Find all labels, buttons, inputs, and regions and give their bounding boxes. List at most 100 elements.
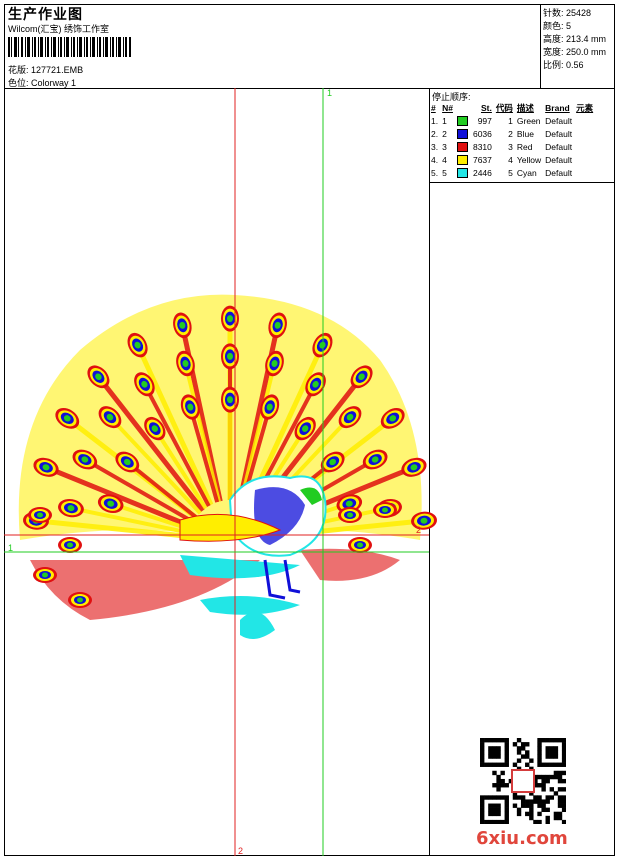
feather-eye (97, 494, 124, 513)
feather-eye (33, 457, 59, 477)
feather-eye (55, 407, 80, 429)
stat-scale: 比例: 0.56 (543, 60, 584, 70)
feather-eye (348, 537, 372, 553)
panel-divider (429, 88, 430, 856)
col-hash: # (431, 103, 436, 113)
cell-idx: 1. (431, 115, 439, 126)
axis-label-right: 2 (416, 525, 422, 535)
feather-quill (126, 460, 198, 520)
watermark-logo: 6xiu.com (476, 828, 568, 849)
sheet-frame (4, 4, 615, 856)
sequence-row: 5. 5 2446 5 Cyan Default (429, 166, 595, 179)
axis-label-bottom: 2 (238, 846, 244, 856)
feather-eye (373, 502, 397, 518)
feather-eye (221, 386, 239, 413)
colorway-value: Colorway 1 (31, 78, 77, 88)
feather-quill (96, 375, 205, 513)
sequence-header-row: # N# St. 代码 描述 Brand 元素 (429, 102, 595, 114)
feather-eye (58, 537, 82, 553)
cell-n: 2 (442, 128, 447, 139)
feather-eye (320, 451, 345, 473)
col-brand: Brand (545, 103, 570, 113)
cell-desc: Yellow (516, 154, 542, 165)
feather-eye (134, 372, 155, 397)
cell-st: 6036 (472, 128, 492, 139)
cell-swatch (455, 166, 471, 179)
feather-eye (87, 365, 110, 389)
feather-eye (338, 406, 362, 429)
feather-eye (180, 394, 200, 420)
cell-brand: Default (545, 115, 573, 126)
cell-st: 2446 (472, 167, 492, 178)
feather-eye (127, 332, 148, 358)
cell-code: 5 (508, 167, 513, 178)
cell-idx: 3. (431, 141, 439, 152)
sequence-row: 4. 4 7637 4 Yellow Default (429, 153, 595, 166)
feather-eye (380, 407, 405, 429)
tail-lower-right (300, 548, 400, 581)
feather-quill (110, 501, 192, 532)
axis-label-left: 1 (8, 543, 14, 553)
feather-eye (294, 416, 316, 441)
cell-n: 1 (442, 115, 447, 126)
design-value: 127721.EMB (31, 65, 84, 75)
feather-eye (68, 592, 92, 608)
page-title: 生产作业图 (8, 7, 83, 23)
feather-eye (338, 507, 362, 523)
cell-code: 2 (508, 128, 513, 139)
feather-quill (239, 363, 277, 503)
sequence-title: 停止顺序: (432, 92, 471, 102)
cell-brand: Default (545, 141, 573, 152)
feather-eye (33, 567, 57, 583)
stats-divider (540, 4, 541, 88)
feather-eye (260, 394, 280, 420)
cell-code: 3 (508, 141, 513, 152)
stat-stitches: 针数: 25428 (543, 8, 592, 18)
cell-idx: 2. (431, 128, 439, 139)
cell-n: 5 (442, 167, 447, 178)
feather-eye (411, 511, 437, 530)
cell-swatch (455, 140, 471, 153)
sequence-row: 2. 2 6036 2 Blue Default (429, 127, 595, 140)
cell-swatch (455, 127, 471, 140)
cell-desc: Cyan (516, 167, 537, 178)
cell-n: 3 (442, 141, 447, 152)
feather-quill (153, 427, 208, 510)
col-element: 元素 (576, 103, 594, 113)
sequence-row: 1. 1 997 1 Green Default (429, 114, 595, 127)
col-code: 代码 (495, 103, 513, 113)
feather-quill (83, 457, 196, 525)
cell-st: 7637 (472, 154, 492, 165)
design-label: 花版: (8, 65, 29, 75)
feather-eye (72, 449, 98, 470)
design-file: 花版: 127721.EMB (8, 63, 83, 76)
feather-quill (70, 506, 192, 536)
color-swatch (456, 128, 468, 139)
feather-quill (142, 383, 211, 508)
feather-eye (176, 350, 195, 377)
sequence-rule (429, 182, 615, 183)
cell-code: 1 (508, 115, 513, 126)
feather-eye (312, 332, 333, 358)
col-n: N# (442, 103, 453, 113)
feather-quill (135, 344, 214, 506)
color-swatch (456, 141, 468, 152)
axis-label-top: 1 (327, 88, 333, 98)
feather-quill (45, 464, 194, 530)
cell-st: 997 (477, 115, 492, 126)
header-rule (4, 88, 615, 89)
cell-code: 4 (508, 154, 513, 165)
color-swatch (456, 167, 468, 178)
cell-idx: 4. (431, 154, 439, 165)
cell-swatch (455, 114, 471, 127)
feather-eye (221, 343, 239, 370)
barcode (8, 37, 131, 57)
col-desc: 描述 (516, 103, 534, 113)
cell-brand: Default (545, 167, 573, 178)
cell-desc: Blue (516, 128, 534, 139)
cell-idx: 5. (431, 167, 439, 178)
qr-code (480, 738, 566, 824)
cell-brand: Default (545, 154, 573, 165)
feather-eye (221, 305, 239, 332)
stat-colors: 颜色: 5 (543, 21, 572, 31)
